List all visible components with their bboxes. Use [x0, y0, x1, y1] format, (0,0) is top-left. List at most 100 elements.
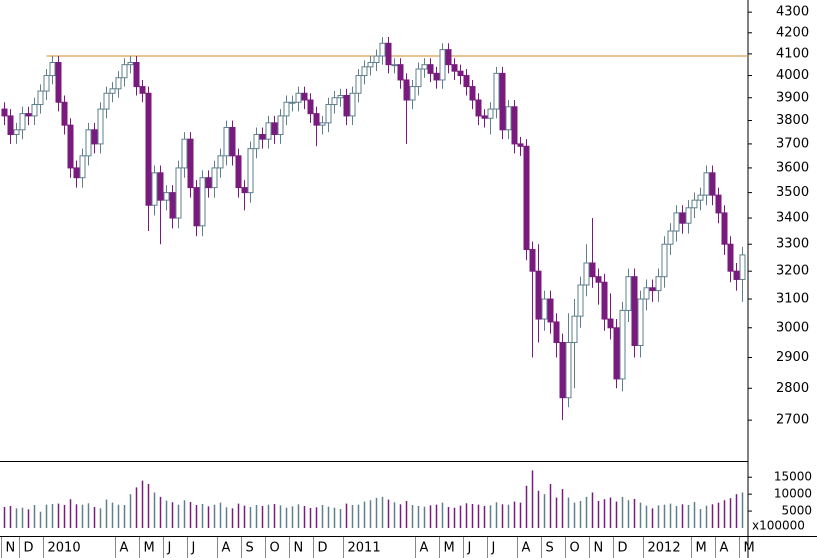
- candle-body: [37, 90, 44, 106]
- candle-body: [649, 287, 656, 292]
- candle-body: [571, 315, 578, 344]
- candle-body: [559, 342, 566, 399]
- candle-body: [397, 64, 404, 81]
- candle-body: [139, 86, 146, 94]
- x-tick-label: S: [546, 541, 554, 556]
- candle-body: [511, 106, 518, 145]
- volume-tick-label: 5000: [781, 504, 812, 518]
- candle-body: [145, 92, 152, 206]
- y-tick-label: 3200: [776, 264, 809, 279]
- candle-body: [481, 115, 488, 119]
- candle-body: [607, 318, 614, 329]
- candle-body: [91, 129, 98, 145]
- candle-body: [13, 129, 20, 135]
- candle-body: [223, 126, 230, 157]
- x-tick-label: M: [444, 541, 455, 556]
- candle-body: [655, 276, 662, 292]
- candle-body: [595, 276, 602, 283]
- x-tick-label: 2011: [348, 541, 381, 556]
- candle-body: [487, 108, 494, 119]
- candle-body: [241, 187, 248, 194]
- candle-body: [385, 42, 392, 66]
- candle-body: [703, 172, 710, 196]
- y-tick-label: 3500: [776, 185, 809, 200]
- candle-body: [451, 64, 458, 72]
- candle-body: [535, 270, 542, 320]
- x-tick-label: M: [696, 541, 707, 556]
- candle-body: [133, 62, 140, 88]
- candle-body: [553, 321, 560, 344]
- candle-body: [61, 101, 68, 126]
- candle-body: [73, 167, 80, 179]
- x-tick-label: D: [24, 541, 34, 556]
- y-tick-label: 3000: [776, 320, 809, 335]
- candle-body: [415, 68, 422, 88]
- candle-body: [55, 62, 62, 103]
- candle-body: [265, 122, 272, 140]
- candle-body: [301, 92, 308, 101]
- candle-body: [343, 95, 350, 117]
- candle-body: [187, 138, 194, 189]
- candle-body: [85, 129, 92, 157]
- candle-body: [493, 72, 500, 110]
- candle-body: [31, 104, 38, 117]
- candle-body: [601, 281, 608, 320]
- candle-body: [679, 212, 686, 224]
- volume-unit: x100000: [752, 519, 805, 533]
- y-tick-label: 4000: [776, 68, 809, 83]
- y-tick-label: 3600: [776, 160, 809, 175]
- x-tick-label: A: [222, 541, 231, 556]
- candle-body: [97, 108, 104, 145]
- candle-body: [463, 75, 470, 88]
- candle-body: [697, 194, 704, 201]
- x-tick-label: J: [491, 541, 496, 556]
- candle-body: [577, 284, 584, 317]
- x-tick-label: J: [467, 541, 472, 556]
- x-tick-label: 2010: [48, 541, 81, 556]
- x-tick-label: N: [294, 541, 304, 556]
- candle-body: [337, 95, 344, 99]
- candle-body: [157, 172, 164, 201]
- candle-body: [589, 262, 596, 278]
- candle-body: [217, 155, 224, 169]
- candle-body: [661, 243, 668, 278]
- candle-body: [295, 92, 302, 103]
- candle-body: [193, 187, 200, 227]
- candle-body: [685, 207, 692, 224]
- y-tick-label: 3700: [776, 136, 809, 151]
- candle-body: [739, 254, 746, 280]
- candle-body: [247, 148, 254, 194]
- candle-body: [499, 72, 506, 131]
- candle-body: [715, 194, 722, 214]
- candle-body: [427, 64, 434, 74]
- volume-tick-label: 10000: [774, 487, 812, 501]
- candle-body: [373, 55, 380, 64]
- candle-body: [175, 167, 182, 219]
- x-tick-label: J: [191, 541, 196, 556]
- y-tick-label: 3400: [776, 211, 809, 226]
- candle-body: [379, 42, 386, 57]
- candle-body: [199, 177, 206, 227]
- candle-body: [115, 77, 122, 90]
- x-tick-label: O: [270, 541, 280, 556]
- y-tick-label: 4100: [776, 46, 809, 61]
- candle-body: [433, 72, 440, 81]
- candle-body: [103, 92, 110, 110]
- candle-body: [283, 101, 290, 117]
- candle-body: [1, 108, 8, 117]
- y-tick-label: 2900: [776, 350, 809, 365]
- candle-body: [469, 86, 476, 101]
- candle-body: [445, 49, 452, 66]
- candle-body: [79, 155, 86, 179]
- candle-body: [505, 106, 512, 131]
- candle-body: [127, 62, 134, 66]
- candle-body: [49, 62, 56, 77]
- y-tick-label: 4200: [776, 25, 809, 40]
- candle-body: [277, 115, 284, 135]
- x-tick-label: A: [522, 541, 531, 556]
- candle-body: [19, 113, 26, 131]
- x-tick-label: M: [144, 541, 155, 556]
- y-tick-label: 3900: [776, 90, 809, 105]
- candle-body: [565, 342, 572, 399]
